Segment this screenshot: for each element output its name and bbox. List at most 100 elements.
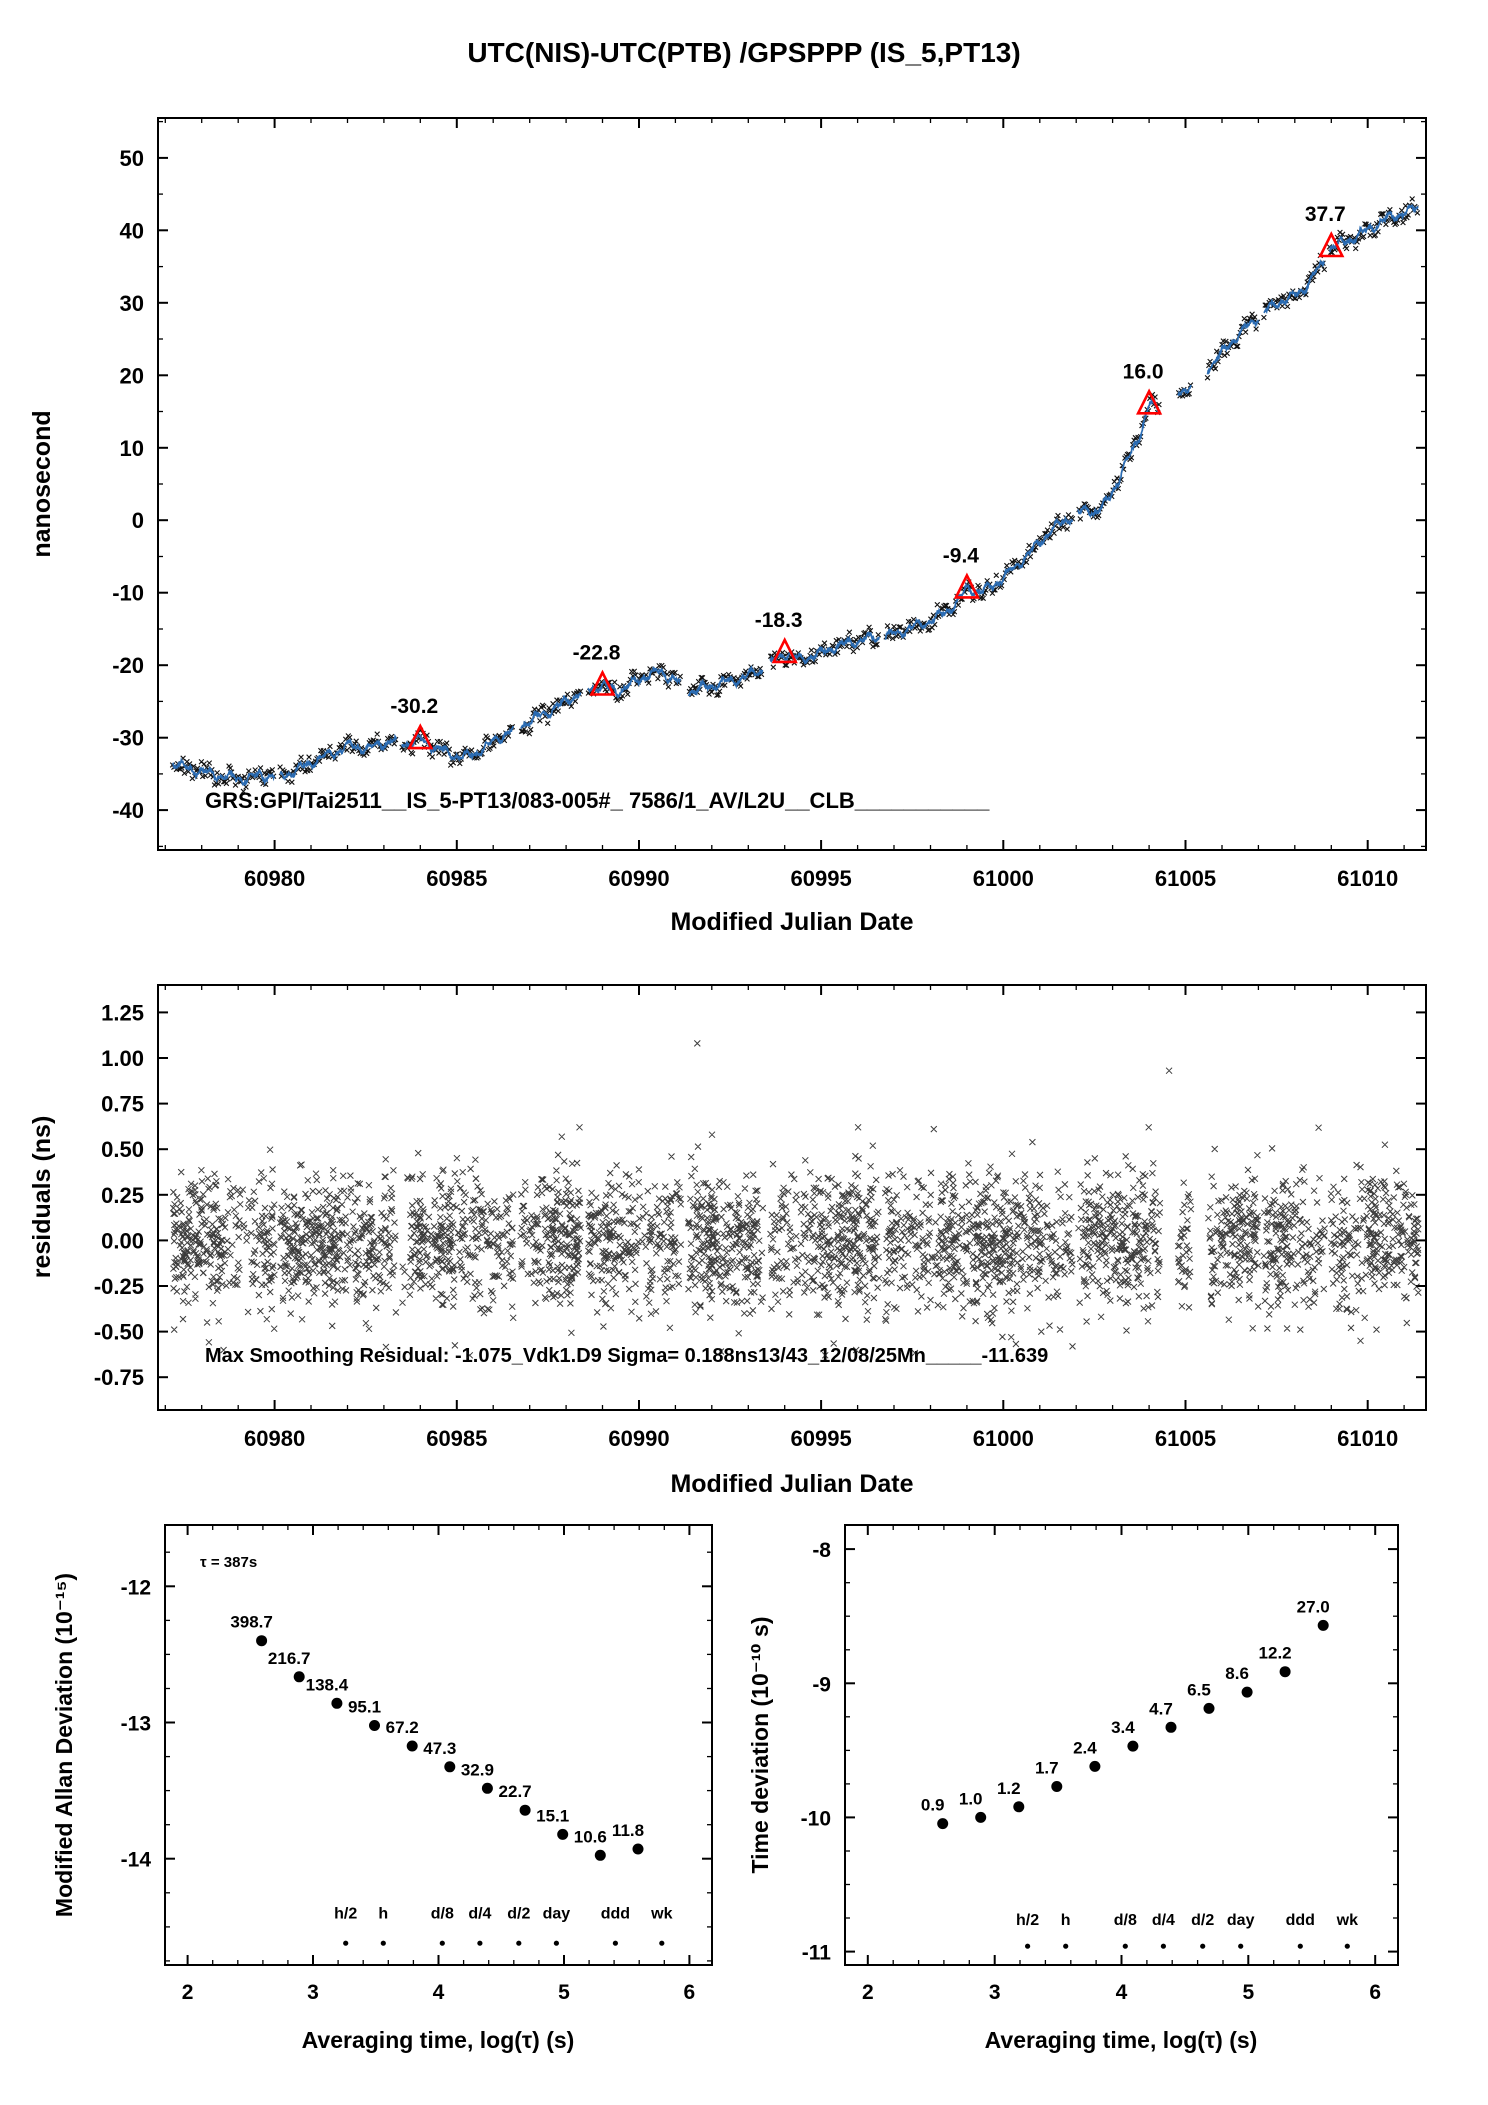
time-scale-label: ddd: [601, 1906, 630, 1923]
time-scale-label: h: [378, 1906, 388, 1923]
time-scale-label: d/4: [468, 1906, 491, 1923]
plot-frame: [157, 984, 1427, 1411]
deviation-point: [1241, 1686, 1253, 1698]
time-scale-dot: [343, 1940, 349, 1946]
tick-label: 5: [1242, 1981, 1254, 2004]
mdev-plot-area: 2 3 4 5 6 -14 -13 -12 398.7 216.7 138.4 95.1 67.247.…: [121, 1524, 713, 2004]
deviation-value-label: 1.7: [1035, 1759, 1059, 1778]
deviation-point: [594, 1849, 606, 1861]
time-scale-dot: [1122, 1943, 1128, 1949]
time-scale-label: d/8: [431, 1906, 454, 1923]
tdev-plot-area: 2 3 4 5 6 -11 -10 -9 -8 0.9 1.0 1.2 1.7 2.4 3.4 4.7 6.5 8…: [801, 1524, 1399, 2004]
tick-label: -0.25: [94, 1274, 144, 1299]
deviation-point: [293, 1671, 305, 1683]
five-day-value-label: 16.0: [1123, 360, 1164, 383]
tdev-xlabel: Averaging time, log(τ) (s): [985, 2027, 1258, 2053]
tick-label: 60985: [426, 866, 487, 891]
tick-label: 40: [120, 218, 144, 243]
residuals-panel: residuals (ns) Modified Julian Date Max …: [28, 984, 1427, 1498]
five-day-triangle-marker: [1135, 388, 1163, 415]
deviation-point: [1317, 1619, 1329, 1631]
tick-label: 3: [307, 1981, 319, 2004]
deviation-point: [1203, 1702, 1215, 1714]
time-scale-label: d/2: [507, 1906, 530, 1923]
tick-label: 60980: [244, 866, 305, 891]
tick-label: 4: [433, 1981, 445, 2004]
top-panel-xlabel: Modified Julian Date: [670, 908, 913, 936]
tick-label: 1.00: [101, 1046, 144, 1071]
tick-label: -14: [121, 1849, 152, 1872]
top-panel-plot-area: 60980 60985 60990 60995 61000 61005 61010 -40 -3…: [112, 117, 1427, 891]
tick-label: -10: [801, 1807, 831, 1830]
tau-annotation: τ = 387s: [200, 1554, 257, 1571]
deviation-value-label: 47.3: [423, 1739, 456, 1758]
tick-label: -20: [112, 653, 144, 678]
deviation-point: [1089, 1760, 1101, 1772]
residuals-x-markers: [169, 1040, 1422, 1359]
five-day-triangle-marker: [407, 723, 434, 750]
deviation-value-label: 8.6: [1225, 1664, 1249, 1683]
time-scale-dot: [439, 1940, 445, 1946]
five-day-triangle-marker: [589, 669, 616, 696]
tick-label: -0.50: [94, 1320, 144, 1345]
tick-label: -40: [112, 798, 144, 823]
five-day-value-label: -9.4: [943, 544, 980, 567]
tick-label: 60990: [608, 1426, 669, 1451]
five-day-value-label: -22.8: [573, 642, 621, 665]
series-x-markers: [169, 196, 1421, 795]
time-scale-label: d/4: [1152, 1912, 1175, 1929]
deviation-value-label: 27.0: [1297, 1597, 1330, 1616]
time-scale-label: wk: [1336, 1912, 1358, 1929]
top-panel-ylabel: nanosecond: [28, 410, 56, 557]
deviation-value-label: 11.8: [612, 1821, 644, 1840]
deviation-point: [406, 1740, 418, 1752]
tick-label: 6: [1369, 1981, 1381, 2004]
deviation-point: [481, 1782, 493, 1794]
tick-label: -8: [812, 1539, 831, 1562]
plot-frame: [844, 1524, 1399, 1966]
deviation-point: [1127, 1740, 1139, 1752]
deviation-point: [256, 1635, 268, 1647]
deviation-point: [632, 1843, 644, 1855]
deviation-point: [519, 1804, 531, 1816]
deviation-point: [1165, 1721, 1177, 1733]
deviation-value-label: 32.9: [461, 1760, 494, 1779]
deviation-value-label: 398.7: [230, 1613, 273, 1632]
time-scale-label: day: [1227, 1912, 1255, 1929]
tick-label: 10: [120, 436, 144, 461]
tick-label: 5: [558, 1981, 570, 2004]
deviation-value-label: 216.7: [268, 1649, 311, 1668]
tick-label: -12: [121, 1576, 151, 1599]
deviation-point: [331, 1697, 343, 1709]
tick-label: 1.25: [101, 1000, 144, 1025]
time-scale-dot: [380, 1940, 386, 1946]
tick-label: 60995: [791, 866, 852, 891]
tick-label: 60985: [426, 1426, 487, 1451]
time-scale-dot: [1344, 1943, 1350, 1949]
five-day-triangle-marker: [771, 636, 798, 664]
tdev-ylabel: Time deviation (10⁻¹⁰ s): [747, 1617, 773, 1874]
top-panel-utc-difference: nanosecond Modified Julian Date GRS:GPI/…: [28, 117, 1427, 936]
tick-label: 3: [989, 1981, 1001, 2004]
tick-label: 61010: [1337, 866, 1398, 891]
time-scale-label: ddd: [1286, 1912, 1315, 1929]
tick-label: 0.25: [101, 1183, 144, 1208]
time-scale-dot: [477, 1940, 483, 1946]
time-scale-dot: [612, 1940, 619, 1946]
time-scale-dot: [1238, 1943, 1244, 1949]
tick-label: 61005: [1155, 1426, 1216, 1451]
tick-label: -0.75: [94, 1365, 144, 1390]
time-scale-dot: [516, 1940, 522, 1946]
deviation-value-label: 10.6: [574, 1827, 607, 1846]
tick-label: 50: [120, 146, 144, 171]
five-day-triangle-marker: [1318, 231, 1345, 258]
deviation-point: [444, 1761, 456, 1773]
deviation-point: [369, 1720, 380, 1731]
deviation-value-label: 138.4: [306, 1675, 349, 1694]
deviation-value-label: 4.7: [1149, 1699, 1173, 1718]
tick-label: -10: [112, 581, 144, 606]
tick-label: 0.50: [101, 1137, 144, 1162]
time-scale-label: d/2: [1191, 1912, 1214, 1929]
